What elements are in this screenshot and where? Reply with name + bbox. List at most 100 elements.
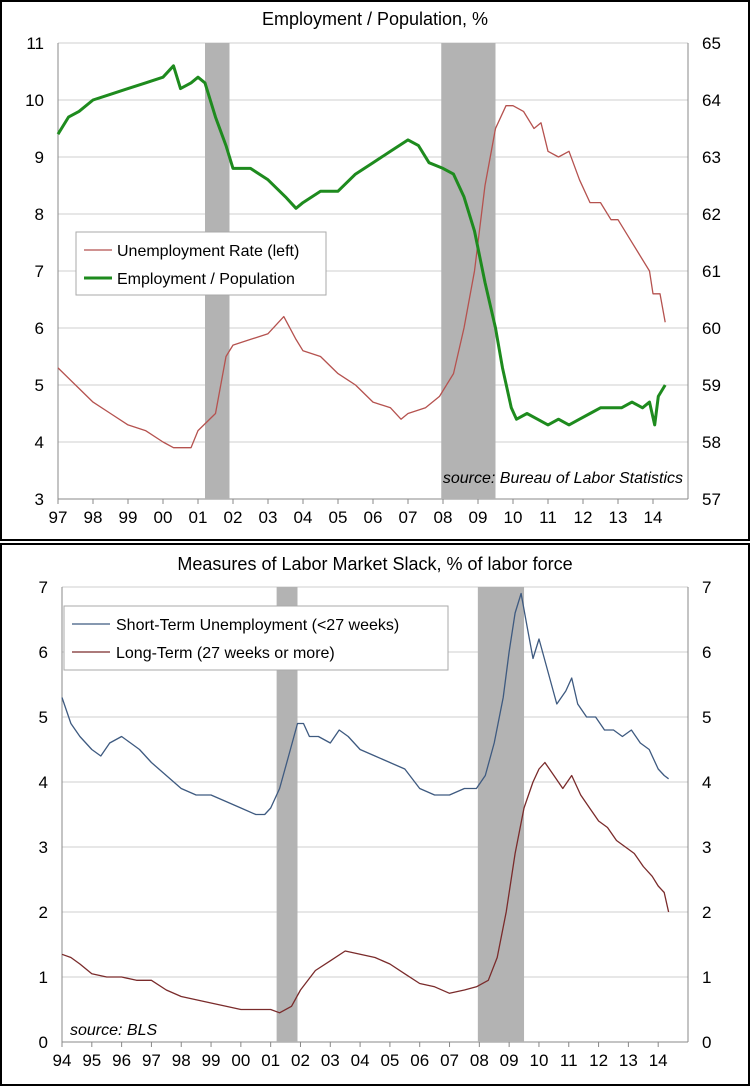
right-tick-label: 59 bbox=[702, 376, 721, 395]
left-tick-label: 5 bbox=[35, 376, 44, 395]
left-tick-label: 8 bbox=[35, 205, 44, 224]
source-note: source: Bureau of Labor Statistics bbox=[443, 470, 683, 487]
x-tick-label: 07 bbox=[399, 508, 418, 527]
labor-market-slack-chart-panel: Measures of Labor Market Slack, % of lab… bbox=[0, 543, 750, 1086]
right-tick-label: 57 bbox=[702, 490, 721, 509]
left-tick-label: 9 bbox=[35, 148, 44, 167]
legend-label-employment-population: Employment / Population bbox=[117, 271, 295, 288]
series-line-1 bbox=[56, 64, 667, 427]
left-tick-label: 2 bbox=[39, 903, 48, 922]
recession-band bbox=[276, 587, 298, 1042]
right-tick-label: 5 bbox=[702, 708, 711, 727]
source-note: source: BLS bbox=[70, 1022, 157, 1039]
right-axis-ticks: 57 58 59 60 61 62 63 64 65 bbox=[702, 34, 721, 509]
x-tick-label: 95 bbox=[82, 1051, 101, 1070]
series-lines bbox=[56, 64, 667, 449]
right-tick-label: 62 bbox=[702, 205, 721, 224]
x-tick-label: 00 bbox=[231, 1051, 250, 1070]
x-tick-label: 13 bbox=[609, 508, 628, 527]
x-tick-label: 99 bbox=[119, 508, 138, 527]
x-tick-label: 06 bbox=[410, 1051, 429, 1070]
right-tick-label: 1 bbox=[702, 968, 711, 987]
employment-population-chart: Employment / Population, % 3 4 5 6 7 8 9 10 11 5… bbox=[25, 9, 721, 527]
right-axis-ticks: 0 1 2 3 4 5 6 7 bbox=[702, 578, 711, 1052]
employment-population-chart-panel: Employment / Population, % 3 4 5 6 7 8 9 10 11 5… bbox=[0, 0, 750, 541]
right-tick-label: 6 bbox=[702, 643, 711, 662]
legend-label-short-term: Short-Term Unemployment (<27 weeks) bbox=[116, 617, 399, 634]
left-axis-ticks: 0 1 2 3 4 5 6 7 bbox=[39, 578, 48, 1052]
legend-box bbox=[75, 231, 327, 296]
x-tick-label: 11 bbox=[560, 1051, 578, 1070]
right-tick-label: 58 bbox=[702, 433, 721, 452]
x-tick-label: 03 bbox=[259, 508, 278, 527]
right-tick-label: 2 bbox=[702, 903, 711, 922]
x-tick-label: 03 bbox=[321, 1051, 340, 1070]
legend-label-long-term: Long-Term (27 weeks or more) bbox=[116, 645, 335, 662]
chart-title: Measures of Labor Market Slack, % of lab… bbox=[177, 554, 572, 574]
series-line-0 bbox=[57, 105, 666, 449]
labor-market-slack-chart: Measures of Labor Market Slack, % of lab… bbox=[39, 554, 712, 1070]
x-tick-label: 10 bbox=[504, 508, 523, 527]
recession-bands bbox=[276, 587, 525, 1042]
x-tick-label: 06 bbox=[364, 508, 383, 527]
left-tick-label: 7 bbox=[39, 578, 48, 597]
recession-band bbox=[441, 43, 496, 499]
x-axis-ticks: 94 95 96 97 98 99 00 01 02 03 04 05 06 07 08 09 10 11 12 13… bbox=[53, 1042, 668, 1070]
left-tick-label: 3 bbox=[39, 838, 48, 857]
left-tick-label: 3 bbox=[35, 490, 44, 509]
x-tick-label: 10 bbox=[529, 1051, 548, 1070]
left-tick-label: 0 bbox=[39, 1033, 48, 1052]
left-tick-label: 7 bbox=[35, 262, 44, 281]
x-tick-label: 04 bbox=[294, 508, 313, 527]
x-tick-label: 96 bbox=[112, 1051, 131, 1070]
left-tick-label: 4 bbox=[35, 433, 44, 452]
x-tick-label: 97 bbox=[49, 508, 68, 527]
x-tick-label: 99 bbox=[202, 1051, 221, 1070]
x-tick-label: 08 bbox=[470, 1051, 489, 1070]
x-tick-label: 01 bbox=[261, 1051, 280, 1070]
right-tick-label: 63 bbox=[702, 148, 721, 167]
left-tick-label: 11 bbox=[26, 34, 44, 53]
right-tick-label: 7 bbox=[702, 578, 711, 597]
right-tick-label: 3 bbox=[702, 838, 711, 857]
left-tick-label: 4 bbox=[39, 773, 48, 792]
x-tick-label: 05 bbox=[380, 1051, 399, 1070]
x-tick-label: 14 bbox=[644, 508, 663, 527]
recession-band bbox=[477, 587, 525, 1042]
legend: Short-Term Unemployment (<27 weeks) Long… bbox=[63, 605, 449, 671]
left-tick-label: 6 bbox=[39, 643, 48, 662]
x-tick-label: 98 bbox=[84, 508, 103, 527]
left-tick-label: 5 bbox=[39, 708, 48, 727]
right-tick-label: 61 bbox=[702, 262, 721, 281]
left-tick-label: 10 bbox=[25, 91, 44, 110]
x-tick-label: 13 bbox=[619, 1051, 638, 1070]
series-line-0 bbox=[61, 592, 669, 816]
x-tick-label: 14 bbox=[649, 1051, 668, 1070]
left-axis-ticks: 3 4 5 6 7 8 9 10 11 bbox=[25, 34, 44, 509]
right-tick-label: 0 bbox=[702, 1033, 711, 1052]
x-tick-label: 02 bbox=[224, 508, 243, 527]
right-tick-label: 4 bbox=[702, 773, 711, 792]
x-tick-label: 97 bbox=[142, 1051, 161, 1070]
right-tick-label: 65 bbox=[702, 34, 721, 53]
left-tick-label: 6 bbox=[35, 319, 44, 338]
x-tick-label: 05 bbox=[329, 508, 348, 527]
x-tick-label: 98 bbox=[172, 1051, 191, 1070]
x-tick-label: 07 bbox=[440, 1051, 459, 1070]
series-lines bbox=[61, 592, 670, 1014]
x-tick-label: 00 bbox=[154, 508, 173, 527]
chart-title: Employment / Population, % bbox=[262, 9, 488, 29]
x-tick-label: 09 bbox=[469, 508, 488, 527]
x-tick-label: 08 bbox=[434, 508, 453, 527]
legend: Unemployment Rate (left) Employment / Po… bbox=[75, 231, 327, 296]
right-tick-label: 64 bbox=[702, 91, 721, 110]
legend-box bbox=[63, 605, 449, 671]
legend-label-unemployment: Unemployment Rate (left) bbox=[117, 243, 299, 260]
series-line-1 bbox=[61, 761, 670, 1014]
x-tick-label: 01 bbox=[189, 508, 208, 527]
left-tick-label: 1 bbox=[39, 968, 48, 987]
x-tick-label: 02 bbox=[291, 1051, 310, 1070]
x-tick-label: 94 bbox=[53, 1051, 72, 1070]
x-tick-label: 12 bbox=[574, 508, 593, 527]
x-tick-label: 09 bbox=[500, 1051, 519, 1070]
